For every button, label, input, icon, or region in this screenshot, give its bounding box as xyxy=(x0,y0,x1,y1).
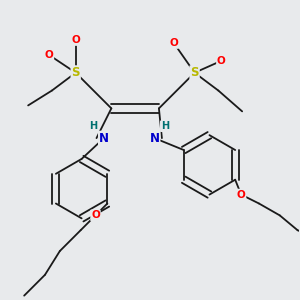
Text: O: O xyxy=(45,50,53,60)
Text: H: H xyxy=(89,121,98,131)
Text: O: O xyxy=(217,56,226,66)
Text: O: O xyxy=(169,38,178,48)
Text: O: O xyxy=(71,35,80,45)
Text: H: H xyxy=(161,121,169,131)
Text: N: N xyxy=(99,132,109,145)
Text: O: O xyxy=(91,210,100,220)
Text: N: N xyxy=(149,132,160,145)
Text: O: O xyxy=(237,190,245,200)
Text: S: S xyxy=(190,66,199,79)
Text: S: S xyxy=(71,66,80,79)
